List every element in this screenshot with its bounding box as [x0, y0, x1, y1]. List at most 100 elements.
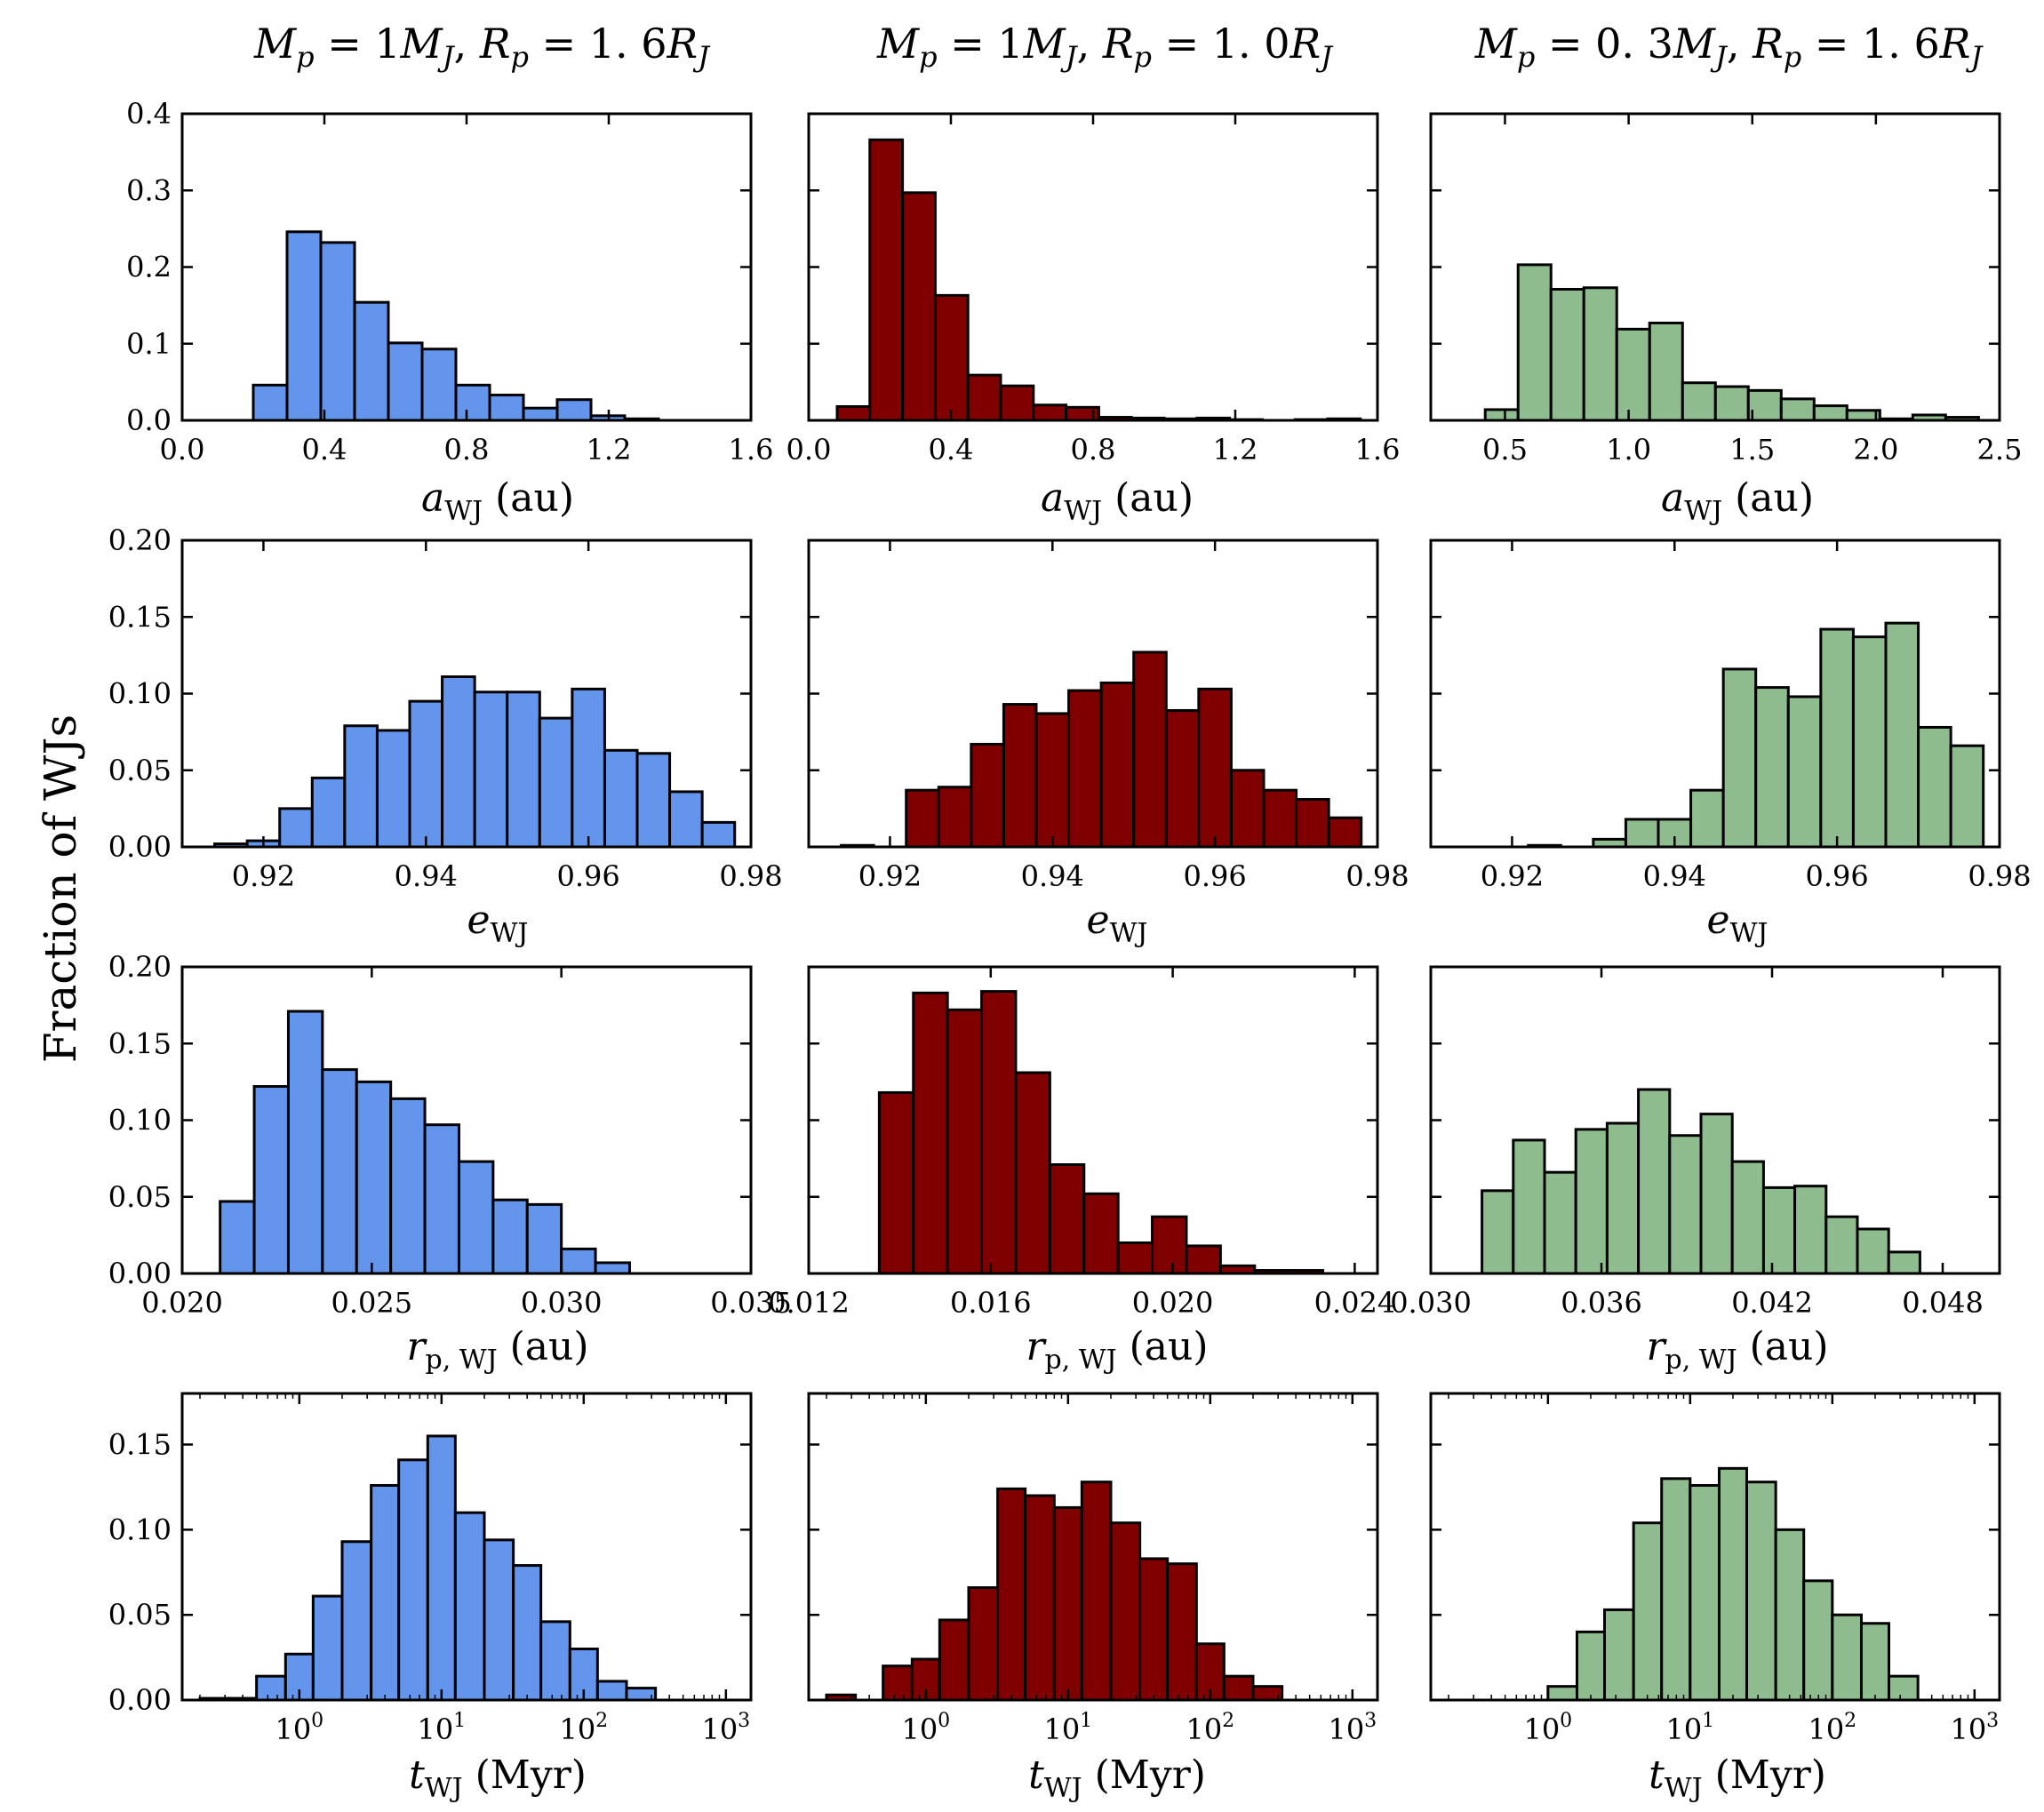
bar-e3-10 — [1851, 635, 1888, 849]
xtick-label-t3-3: 103 — [1950, 1710, 1999, 1746]
bar-t2-14 — [1222, 1674, 1255, 1702]
bar-r2-1 — [912, 991, 949, 1275]
xlabel-a-col2: aWJ (au) — [1041, 475, 1194, 527]
bar-t3-2 — [1602, 1608, 1635, 1702]
xtick-label-a3-4: 2.5 — [1977, 433, 2023, 467]
y-axis-label: Fraction of WJs — [35, 714, 86, 1063]
xtick-label-e1-1: 0.94 — [395, 859, 458, 893]
panel-t2: 100 101 102 103 — [807, 1392, 1379, 1746]
bar-t1-12 — [539, 1620, 571, 1702]
bar-e3-7 — [1754, 686, 1790, 849]
bars-a2 — [835, 138, 1362, 422]
bar-t2-7 — [1024, 1494, 1056, 1702]
bar-e3-3 — [1624, 818, 1660, 849]
bar-a3-5 — [1648, 321, 1684, 422]
bar-e2-14 — [1295, 798, 1330, 849]
bar-e3-11 — [1884, 621, 1920, 849]
xtick-label-t2-3: 103 — [1328, 1710, 1377, 1746]
xlabel-r-col1: rp, WJ (au) — [406, 1324, 588, 1376]
panel-r1: 0.00 0.05 0.10 0.15 0.20 0.020 0.025 0.030 0.035 — [108, 950, 792, 1320]
bar-a3-8 — [1746, 388, 1783, 422]
xtick-label-a1-4: 1.6 — [729, 433, 774, 467]
bar-t1-4 — [311, 1594, 344, 1702]
xtick-label-e2-3: 0.98 — [1345, 859, 1409, 893]
bar-a3-4 — [1615, 327, 1651, 422]
bar-e1-7 — [441, 675, 476, 849]
xtick-label-r3-1: 0.036 — [1561, 1286, 1642, 1320]
bar-a1-3 — [353, 300, 390, 422]
ytick-label-a1-1: 0.1 — [126, 327, 172, 361]
bar-a1-8 — [522, 406, 559, 422]
bar-e3-12 — [1917, 725, 1952, 849]
xtick-label-e2-1: 0.94 — [1021, 859, 1084, 893]
bar-a2-3 — [933, 293, 970, 422]
xtick-label-e2-0: 0.92 — [858, 859, 922, 893]
bar-r3-4 — [1605, 1122, 1641, 1275]
panel-e1: 0.00 0.05 0.10 0.15 0.20 0.92 0.94 0.96 0.98 — [108, 523, 783, 893]
bar-r1-2 — [286, 1010, 324, 1275]
bar-r3-6 — [1668, 1134, 1703, 1275]
bar-a1-9 — [555, 398, 593, 422]
bar-e3-13 — [1949, 744, 1985, 849]
bar-r1-10 — [560, 1247, 597, 1275]
bar-a3-3 — [1582, 286, 1618, 422]
bar-t1-11 — [512, 1564, 543, 1702]
bar-a3-2 — [1549, 288, 1585, 422]
bar-a1-5 — [420, 347, 458, 422]
xtick-label-r1-3: 0.035 — [710, 1286, 792, 1320]
ytick-label-t1-1: 0.05 — [108, 1598, 172, 1632]
xtick-label-a3-1: 1.0 — [1606, 433, 1651, 467]
xtick-label-a2-0: 0.0 — [786, 433, 832, 467]
bar-t3-10 — [1831, 1613, 1863, 1702]
bar-a3-6 — [1681, 381, 1717, 422]
bar-a1-2 — [319, 241, 356, 422]
bar-r3-1 — [1512, 1138, 1546, 1275]
panel-a2: 0.0 0.4 0.8 1.2 1.6 — [786, 112, 1400, 467]
bar-a2-0 — [835, 404, 872, 422]
bar-e1-8 — [473, 690, 509, 849]
xtick-label-e3-0: 0.92 — [1481, 859, 1544, 893]
bar-r3-12 — [1856, 1227, 1890, 1275]
ytick-label-r1-0: 0.00 — [108, 1257, 172, 1290]
axes-frame-t3 — [1429, 1392, 2001, 1702]
ytick-label-a1-3: 0.3 — [126, 173, 172, 207]
bar-r2-5 — [1048, 1163, 1086, 1275]
bar-r2-8 — [1151, 1215, 1188, 1275]
bar-r1-3 — [321, 1068, 358, 1275]
bar-r2-7 — [1116, 1241, 1154, 1275]
bar-r2-9 — [1185, 1244, 1222, 1275]
xtick-label-t3-2: 102 — [1808, 1710, 1856, 1746]
xtick-label-t1-3: 103 — [701, 1710, 750, 1746]
xtick-label-a3-2: 1.5 — [1729, 433, 1775, 467]
xtick-label-e3-1: 0.94 — [1643, 859, 1706, 893]
xtick-label-a2-1: 0.4 — [929, 433, 974, 467]
bar-t1-14 — [595, 1680, 628, 1702]
ytick-label-a1-2: 0.2 — [126, 251, 172, 284]
bar-r1-0 — [219, 1200, 256, 1275]
ytick-label-a1-0: 0.0 — [126, 403, 172, 437]
xlabel-t-col3: tWJ (Myr) — [1649, 1752, 1826, 1804]
bar-r1-8 — [491, 1198, 529, 1275]
bar-e3-6 — [1721, 667, 1758, 849]
bar-e3-8 — [1786, 695, 1823, 849]
bar-t2-6 — [996, 1487, 1027, 1702]
xtick-label-r1-2: 0.030 — [521, 1286, 603, 1320]
ytick-label-t1-0: 0.00 — [108, 1683, 172, 1717]
xtick-label-r3-2: 0.042 — [1731, 1286, 1813, 1320]
row-xlabels: aWJ (au) aWJ (au) aWJ (au) eWJ eWJ eWJ r… — [406, 475, 1828, 1804]
ytick-label-e1-2: 0.10 — [108, 677, 172, 711]
bar-e2-13 — [1262, 788, 1298, 849]
bar-t3-7 — [1745, 1481, 1777, 1702]
xlabel-t-col1: tWJ (Myr) — [409, 1752, 587, 1804]
bar-e2-8 — [1099, 681, 1136, 849]
ytick-label-r1-4: 0.20 — [108, 950, 172, 984]
bar-a3-9 — [1779, 397, 1816, 422]
bar-e2-2 — [905, 788, 940, 849]
bars-a1 — [252, 230, 660, 422]
bar-a3-1 — [1516, 263, 1553, 422]
xtick-label-t3-0: 100 — [1523, 1710, 1572, 1746]
xlabel-e-col2: eWJ — [1087, 898, 1148, 949]
xtick-label-t1-1: 101 — [417, 1710, 466, 1746]
xtick-label-r3-0: 0.030 — [1390, 1286, 1472, 1320]
